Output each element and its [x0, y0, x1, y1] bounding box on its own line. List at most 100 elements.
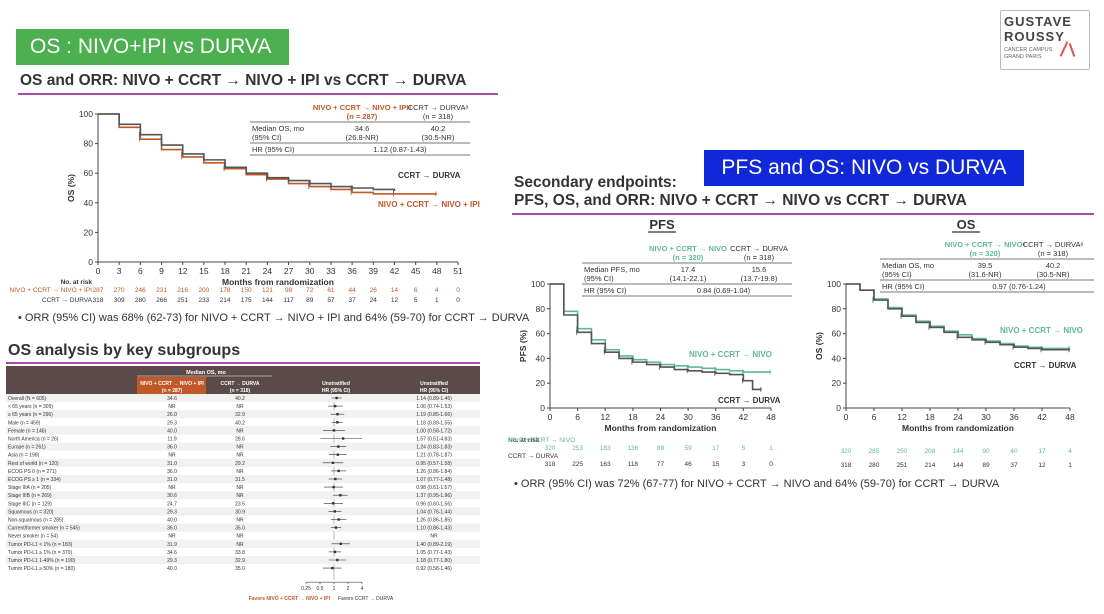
logo-mark2-icon	[1068, 43, 1076, 57]
right-title-underline	[512, 213, 1094, 215]
stat-arm1-ci: (26.8-NR)	[346, 133, 379, 142]
chart-title: PFS	[649, 217, 675, 232]
forest-row-hr-text: 1.21 (0.78-1.87)	[416, 453, 452, 459]
forest-row-hr-text: 1.19 (0.85-1.66)	[416, 412, 452, 418]
at-risk-value: 150	[241, 287, 252, 294]
right-orr-bullet: • ORR (95% CI) was 72% (67-77) for NIVO …	[514, 478, 1000, 490]
at-risk-value: 0	[456, 297, 460, 304]
forest-row-label: Squamous (n = 320)	[8, 509, 54, 515]
legend-arm1: NIVO + CCRT → NIVO + IPIᵃ	[313, 103, 411, 112]
at-risk-value: 89	[657, 445, 665, 452]
at-risk-value: 225	[572, 461, 583, 468]
forest-point	[337, 469, 340, 473]
y-tick-label: 20	[832, 378, 842, 388]
at-risk-value: 251	[177, 297, 188, 304]
x-tick-label: 42	[739, 412, 749, 422]
gustave-roussy-logo: GUSTAVE ROUSSY CANCER CAMPUS GRAND PARIS	[1000, 10, 1090, 70]
forest-row-bg	[6, 523, 480, 532]
y-axis-label: OS (%)	[66, 174, 76, 202]
forest-row-arm2: 30.9	[235, 509, 245, 515]
forest-row-arm1: 36.0	[167, 445, 177, 451]
at-risk-value: 0	[769, 461, 773, 468]
hr-label: HR (95% CI)	[882, 282, 925, 291]
forest-row-bg	[6, 458, 480, 467]
km-curve-arm2	[550, 283, 762, 391]
stat-arm2-ci: (30.5-NR)	[422, 133, 455, 142]
right-banner: PFS and OS: NIVO vs DURVA	[704, 150, 1024, 186]
at-risk-value: 1	[769, 445, 773, 452]
forest-point	[333, 550, 337, 554]
right-title-line1: Secondary endpoints:	[514, 174, 677, 191]
legend-arm1: NIVO + CCRT → NIVO	[649, 244, 727, 253]
x-tick-label: 15	[199, 266, 209, 276]
x-tick-label: 0	[548, 412, 553, 422]
x-tick-label: 48	[432, 266, 442, 276]
forest-point	[334, 526, 338, 529]
logo-subtext: CANCER CAMPUS GRAND PARIS	[1004, 47, 1052, 61]
forest-row-arm1: 31.0	[167, 477, 177, 483]
forest-row-label: Female (n = 146)	[8, 428, 47, 434]
at-risk-value: 4	[435, 287, 439, 294]
forest-row-arm2: NR	[236, 518, 244, 524]
logo-line1: GUSTAVE	[1004, 14, 1072, 29]
at-risk-value: 98	[285, 287, 293, 294]
forest-col2-n: (n = 318)	[230, 388, 251, 394]
forest-point	[331, 566, 334, 570]
forest-row-arm2: 40.2	[235, 396, 245, 402]
km-curve-arm1	[550, 283, 771, 373]
forest-row-arm2: 28.6	[235, 437, 245, 443]
at-risk-value: 233	[198, 297, 209, 304]
forest-point	[337, 445, 340, 448]
forest-row-arm2: NR	[236, 493, 244, 499]
x-axis-label: Months from randomization	[902, 423, 1014, 433]
hr-label: HR (95% CI)	[584, 286, 627, 295]
forest-point	[336, 558, 339, 562]
right-orr-text: ORR (95% CI) was 72% (67-77) for NIVO + …	[520, 478, 1000, 490]
forest-row-arm1: 29.3	[167, 420, 177, 426]
at-risk-value: 59	[685, 445, 693, 452]
x-tick-label: 18	[220, 266, 230, 276]
stat-arm1-ci: (31.6-NR)	[969, 270, 1002, 279]
forest-row-arm2: 31.5	[235, 477, 245, 483]
forest-row-arm2: 32.9	[235, 558, 245, 564]
at-risk-value: 44	[349, 287, 357, 294]
forest-point	[336, 413, 339, 416]
forest-row-label: Tumor PD-L1 ≥ 1% (n = 370)	[8, 550, 72, 556]
forest-row-arm1: NR	[168, 404, 176, 410]
forest-col4-header: Unstratified	[420, 381, 448, 387]
x-tick-label: 42	[1037, 412, 1047, 422]
forest-row-arm1: 31.0	[167, 461, 177, 467]
forest-row-hr-text: 1.26 (0.86-1.85)	[416, 518, 452, 524]
x-tick-label: 6	[872, 412, 877, 422]
at-risk-value: 320	[545, 445, 556, 452]
hr-value: 0.84 (0.69-1.04)	[697, 286, 751, 295]
x-tick-label: 0	[844, 412, 849, 422]
at-risk-value: 72	[306, 287, 314, 294]
at-risk-value: 285	[869, 448, 880, 455]
forest-row-bg	[6, 507, 480, 516]
forest-row-arm2: NR	[236, 453, 244, 459]
x-tick-label: 24	[656, 412, 666, 422]
km-curve-arm2	[846, 283, 1070, 351]
at-risk-value: 183	[600, 445, 611, 452]
curve-label-arm1: NIVO + CCRT → NIVO	[689, 350, 772, 359]
x-tick-label: 30	[981, 412, 991, 422]
at-risk-value: 5	[742, 445, 746, 452]
stat-label2: (95% CI)	[882, 270, 912, 279]
stat-label2: (95% CI)	[584, 274, 614, 283]
subgroup-title-underline	[6, 362, 480, 364]
hr-label: HR (95% CI)	[252, 145, 295, 154]
forest-row-arm2: 29.2	[235, 461, 245, 467]
stat-label: Median OS, mo	[882, 261, 934, 270]
forest-point	[332, 429, 336, 432]
forest-row-hr-text: 0.98 (0.61-1.57)	[416, 485, 452, 491]
forest-row-label: Stage IIIB (n = 269)	[8, 493, 52, 499]
forest-x-tick-label: 2	[347, 586, 350, 592]
at-risk-value: 17	[1038, 448, 1046, 455]
forest-row-bg	[6, 539, 480, 548]
x-tick-label: 45	[411, 266, 421, 276]
y-tick-label: 20	[536, 378, 546, 388]
at-risk-label: NIVO + CCRT → NIVO	[508, 437, 575, 444]
